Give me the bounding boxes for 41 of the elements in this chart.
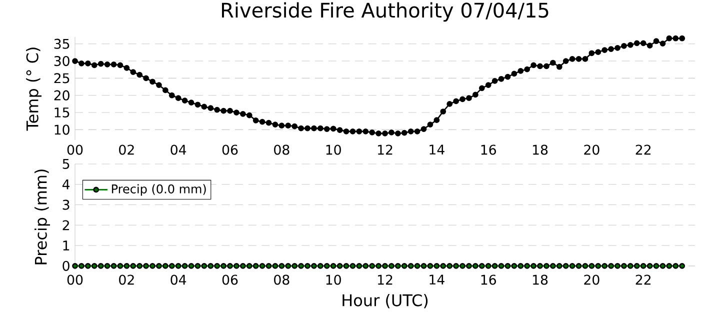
y-tick-label: 10 xyxy=(54,124,70,135)
x-tick-label: 10 xyxy=(326,274,341,285)
x-tick-label: 04 xyxy=(170,144,186,155)
x-tick-label: 06 xyxy=(222,274,238,285)
y-tick-label: 2 xyxy=(62,220,69,230)
x-tick-label: 14 xyxy=(430,274,444,284)
x-tick-label: 08 xyxy=(274,274,290,285)
y-tick-label: 0 xyxy=(62,260,70,271)
x-tick-label: 14 xyxy=(430,144,444,154)
y-axis-title: Temp (° C) xyxy=(26,48,42,131)
x-tick-label: 00 xyxy=(67,274,83,285)
y-tick-label: 3 xyxy=(62,200,70,210)
x-tick-label: 02 xyxy=(119,274,134,285)
y-tick-label: 1 xyxy=(63,240,70,250)
x-tick-label: 02 xyxy=(119,144,134,155)
x-tick-label: 16 xyxy=(481,144,496,155)
y-tick-label: 35 xyxy=(54,38,70,49)
x-tick-label: 22 xyxy=(636,144,650,155)
y-tick-label: 30 xyxy=(54,56,70,66)
y-tick-label: 4 xyxy=(62,180,70,190)
y-tick-label: 15 xyxy=(54,108,70,118)
y-tick-label: 25 xyxy=(54,73,70,84)
x-tick-label: 06 xyxy=(222,144,238,155)
x-tick-label: 04 xyxy=(170,274,186,285)
x-tick-label: 22 xyxy=(636,274,650,285)
x-tick-label: 20 xyxy=(584,274,600,285)
x-tick-label: 12 xyxy=(378,274,392,285)
x-tick-label: 00 xyxy=(67,144,83,155)
legend-label: Precip (0.0 mm) xyxy=(112,184,206,196)
x-tick-label: 18 xyxy=(532,144,548,155)
chart-title: Riverside Fire Authority 07/04/15 xyxy=(222,2,548,22)
x-tick-label: 10 xyxy=(326,144,341,155)
y-axis-title: Precip (mm) xyxy=(34,170,50,264)
y-tick-label: 20 xyxy=(54,90,70,100)
y-tick-label: 5 xyxy=(62,159,70,169)
x-tick-label: 12 xyxy=(378,144,392,155)
x-axis-title: Hour (UTC) xyxy=(342,294,428,308)
x-tick-label: 08 xyxy=(274,144,290,155)
x-tick-label: 16 xyxy=(481,274,496,285)
x-tick-label: 18 xyxy=(532,274,548,285)
x-tick-label: 20 xyxy=(584,144,600,155)
